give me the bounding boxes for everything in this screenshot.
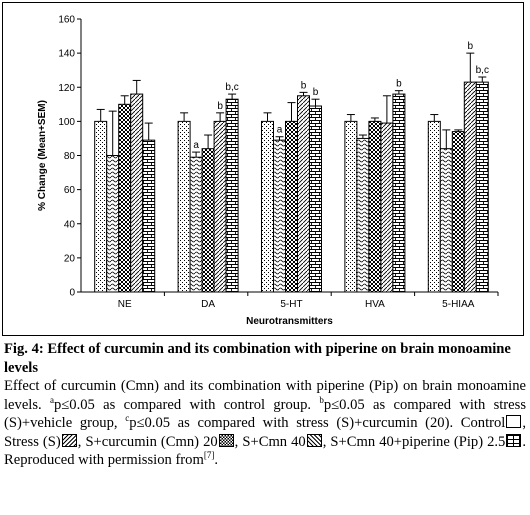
significance-label: b	[301, 80, 307, 91]
significance-label: a	[193, 140, 199, 151]
bar	[118, 103, 132, 293]
y-axis-title: % Change (Mean+SEM)	[37, 100, 48, 211]
bar	[213, 120, 227, 293]
bar	[94, 120, 108, 293]
bars	[94, 52, 489, 293]
legend-swatch-cmn40-pip	[506, 433, 522, 447]
caption-sup-b: b	[319, 394, 324, 405]
y-tick-label: 100	[58, 117, 75, 128]
legend-label-cmn20: , S+curcumin (Cmn) 20	[77, 433, 218, 450]
bar	[463, 81, 477, 293]
bar	[475, 81, 489, 293]
significance-label: b	[468, 41, 474, 52]
legend-swatch-cmn20	[218, 433, 234, 447]
figure-caption: Fig. 4: Effect of curcumin and its combi…	[4, 340, 526, 470]
x-tick-label: DA	[201, 299, 215, 310]
significance-label: b,c	[225, 82, 238, 93]
legend-swatch-cmn40	[306, 433, 322, 447]
bar	[368, 120, 382, 293]
bar	[356, 137, 370, 293]
significance-label: b	[217, 101, 223, 112]
bar	[177, 120, 191, 293]
caption-text-1: Effect of curcumin (Cmn) and its combina…	[4, 378, 526, 413]
legend-swatch-stress	[61, 433, 77, 447]
x-tick-label: NE	[118, 299, 132, 310]
y-tick-label: 160	[58, 15, 75, 26]
figure-description: Effect of curcumin (Cmn) and its combina…	[4, 377, 526, 470]
significance-label: b	[396, 79, 402, 90]
x-axis-title: Neurotransmitters	[246, 316, 333, 327]
bar	[142, 139, 156, 293]
significance-label: b	[313, 87, 319, 98]
legend-swatch-control	[506, 415, 522, 428]
figure-frame: 0 20 40 60 80 100 120 140 160 % Change (Mean+SEM)…	[2, 2, 524, 336]
bar	[297, 95, 310, 293]
bar-chart: 0 20 40 60 80 100 120 140 160 % Change (Mean+SEM)…	[37, 15, 499, 327]
significance-label: b,c	[476, 65, 489, 76]
caption-end: .	[214, 452, 218, 468]
bar	[439, 148, 453, 293]
bar	[392, 93, 406, 293]
y-tick-label: 40	[64, 219, 76, 230]
bar	[106, 155, 120, 293]
bar	[273, 139, 286, 293]
significance-label: a	[277, 125, 283, 136]
y-tick-label: 140	[58, 49, 75, 60]
caption-text-4: p≤0.05 as compared with stress (S)+curcu…	[129, 415, 506, 431]
x-tick-label: 5-HT	[280, 299, 302, 310]
y-tick-label: 60	[64, 185, 76, 196]
caption-sup-c: c	[125, 413, 130, 424]
caption-text-2: p≤0.05 as compared with control group.	[54, 396, 320, 413]
caption-reference: [7]	[203, 450, 215, 461]
legend-label-pip: , S+Cmn 40+piperine (Pip) 2.5	[322, 433, 506, 450]
legend-label-cmn40: , S+Cmn 40	[234, 433, 306, 450]
x-tick-label: 5-HIAA	[442, 299, 475, 310]
caption-text-3: p≤0.05 as compared with stress (S)+vehic…	[4, 396, 526, 432]
bar	[309, 105, 322, 293]
legend-label-stress: , Stress (S)	[4, 415, 526, 450]
caption-reproduced: . Reproduced with permission from	[4, 433, 526, 469]
bar	[225, 98, 239, 293]
y-tick-label: 20	[64, 253, 76, 264]
bar	[427, 120, 441, 293]
bar	[130, 93, 144, 293]
bar	[344, 120, 358, 293]
figure-title: Fig. 4: Effect of curcumin and its combi…	[4, 341, 511, 376]
bar	[285, 120, 298, 293]
x-tick-label: HVA	[365, 299, 385, 310]
y-tick-label: 80	[64, 151, 76, 162]
bar	[451, 131, 465, 293]
bar	[189, 156, 203, 293]
bar	[380, 122, 394, 293]
bar	[201, 148, 215, 293]
bar	[261, 120, 274, 293]
y-tick-label: 0	[69, 288, 75, 299]
caption-sup-a: a	[50, 394, 54, 405]
y-tick-label: 120	[58, 83, 75, 94]
